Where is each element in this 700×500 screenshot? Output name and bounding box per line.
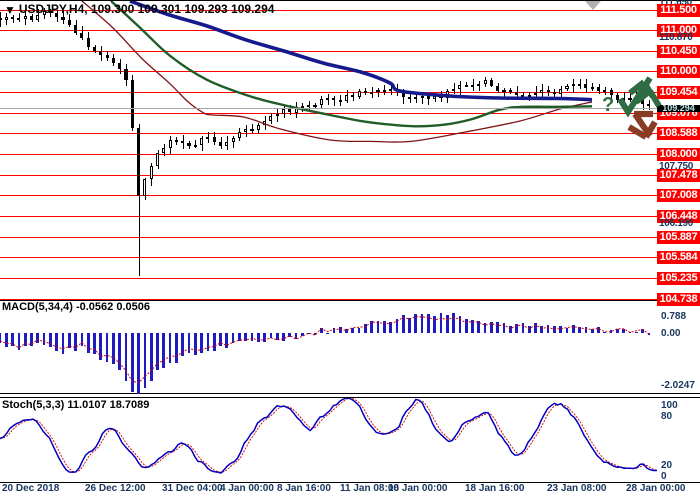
svg-text:?: ?: [602, 94, 614, 116]
